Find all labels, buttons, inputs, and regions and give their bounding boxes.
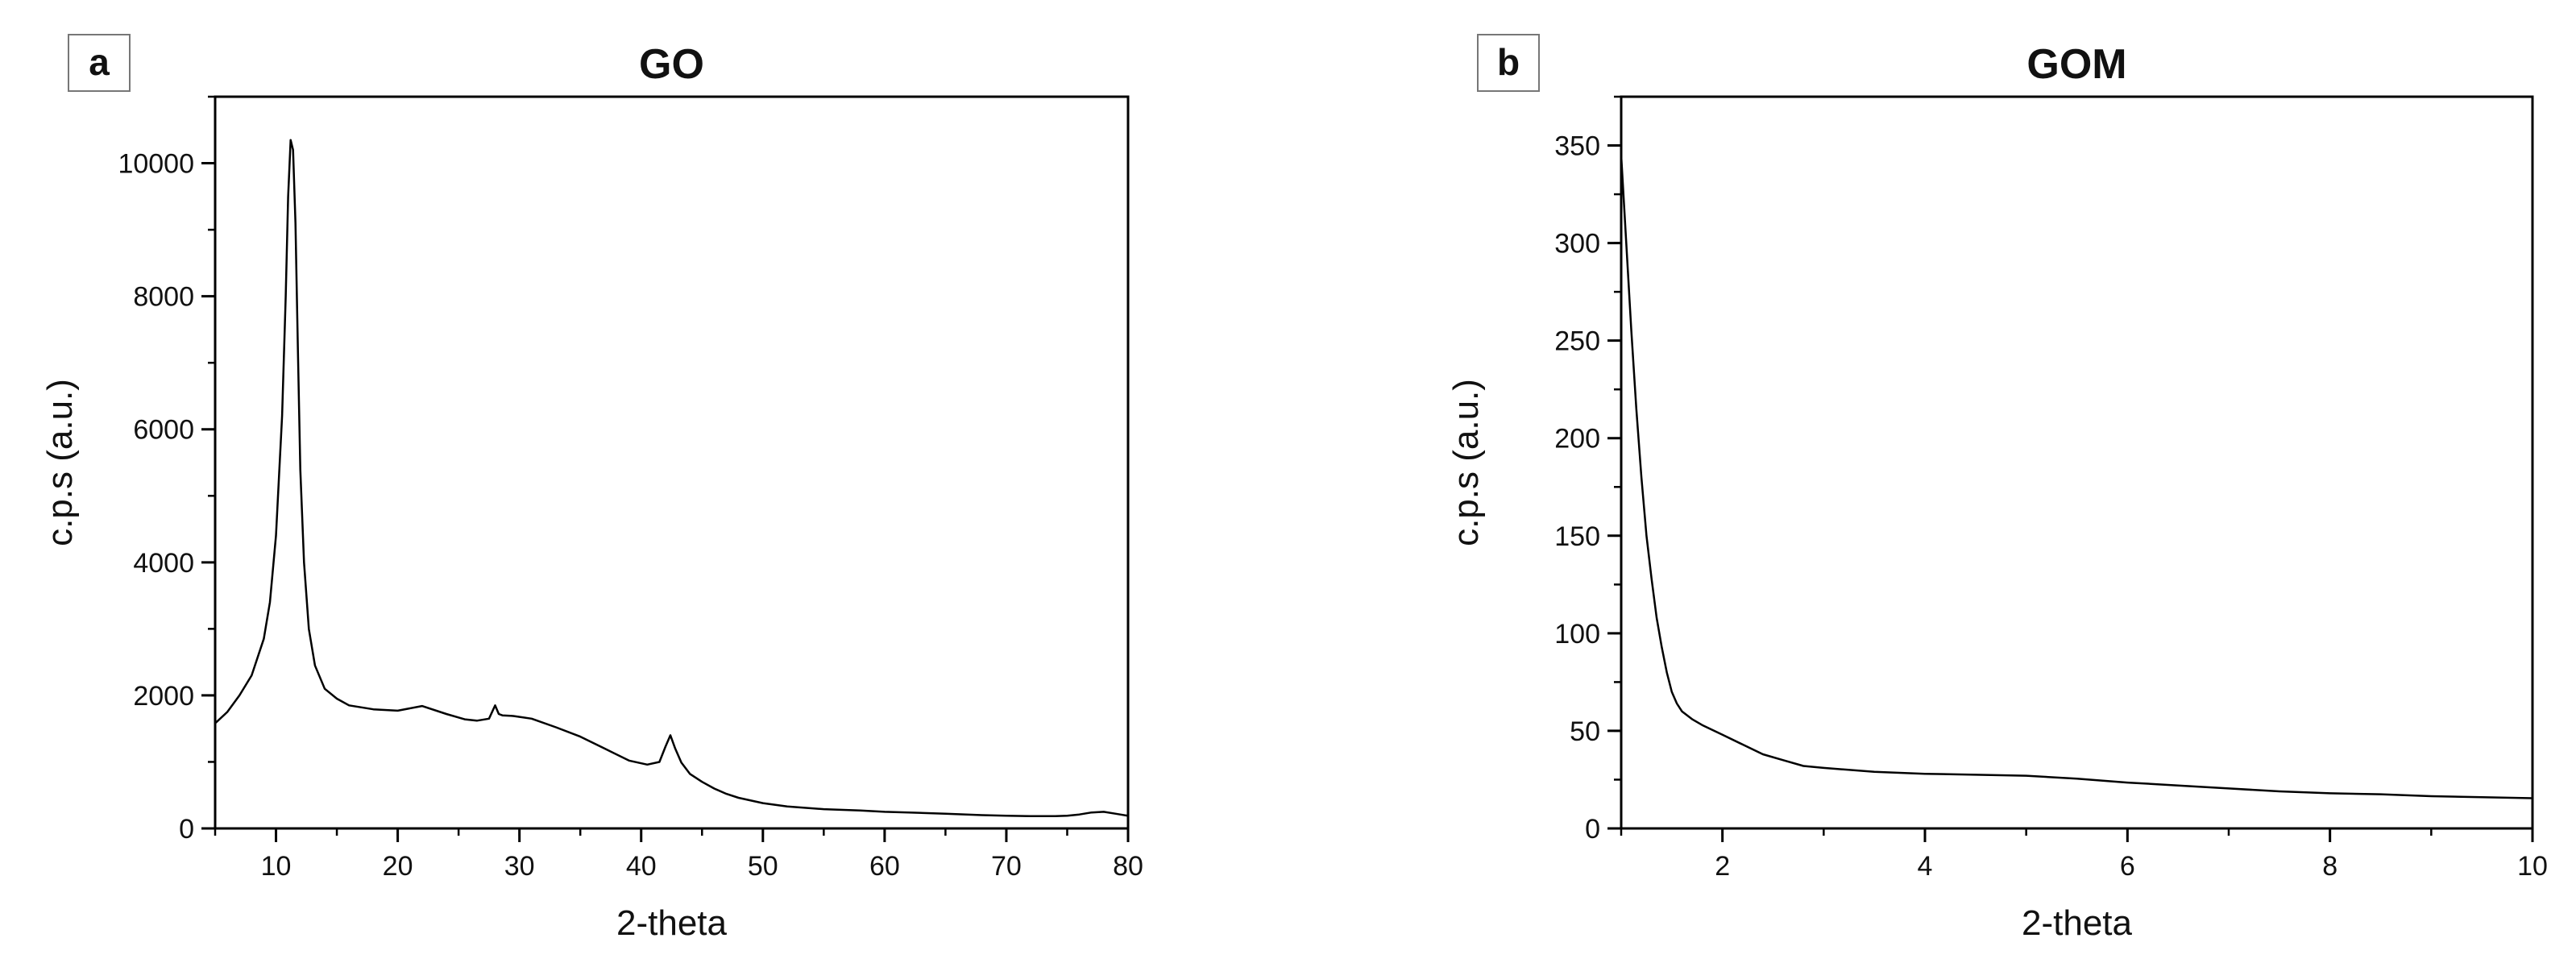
y-tick-label: 0 bbox=[179, 814, 194, 845]
plot-frame bbox=[1620, 95, 2534, 830]
chart-panel-a: a GO 10 20 30 40 50 60 70 80 0 2000 4000 6000 8000 100… bbox=[40, 34, 1143, 943]
chart-panel-b: b GOM 2 4 6 8 10 0 50 100 150 200 250 300 350 2-theta c… bbox=[1288, 0, 2576, 963]
y-tick-label: 6000 bbox=[133, 415, 194, 446]
panel-label-b: b bbox=[1477, 34, 1540, 92]
x-tick-label: 60 bbox=[869, 851, 900, 882]
y-tick-label: 350 bbox=[1554, 131, 1600, 162]
x-tick-label: 50 bbox=[748, 851, 778, 882]
plot-frame bbox=[214, 95, 1130, 830]
y-axis-label: c.p.s (a.u.) bbox=[40, 379, 80, 546]
series-line-0 bbox=[1620, 155, 2533, 799]
panel-label-a: a bbox=[68, 34, 131, 92]
x-axis-label: 2-theta bbox=[616, 903, 728, 943]
x-tick-label: 4 bbox=[1918, 851, 1933, 882]
x-tick-label: 8 bbox=[2322, 851, 2337, 882]
x-tick-label: 10 bbox=[261, 851, 292, 882]
y-tick-label: 250 bbox=[1554, 326, 1600, 357]
y-tick-label: 0 bbox=[1585, 814, 1600, 845]
x-tick-label: 6 bbox=[2120, 851, 2135, 882]
series-line-0 bbox=[214, 139, 1129, 817]
y-tick-label: 150 bbox=[1554, 521, 1600, 552]
x-tick-label: 70 bbox=[991, 851, 1022, 882]
y-tick-label: 4000 bbox=[133, 548, 194, 579]
y-tick-label: 8000 bbox=[133, 282, 194, 313]
x-tick-label: 40 bbox=[626, 851, 657, 882]
chart-title: GOM bbox=[2026, 41, 2126, 88]
y-tick-label: 50 bbox=[1570, 716, 1600, 747]
x-tick-label: 20 bbox=[383, 851, 413, 882]
x-tick-label: 80 bbox=[1113, 851, 1143, 882]
y-tick-label: 10000 bbox=[118, 149, 194, 180]
xrd-chart-go: GO 10 20 30 40 50 60 70 80 0 2000 4000 6000 8000 10000… bbox=[40, 41, 1143, 943]
y-tick-label: 2000 bbox=[133, 681, 194, 712]
x-tick-label: 30 bbox=[504, 851, 535, 882]
y-tick-label: 100 bbox=[1554, 619, 1600, 650]
x-axis-label: 2-theta bbox=[2022, 903, 2133, 943]
chart-title: GO bbox=[639, 41, 704, 88]
x-tick-label: 2 bbox=[1715, 851, 1730, 882]
x-tick-label: 10 bbox=[2517, 851, 2548, 882]
y-tick-label: 200 bbox=[1554, 424, 1600, 455]
y-axis-label: c.p.s (a.u.) bbox=[1446, 379, 1486, 546]
y-tick-label: 300 bbox=[1554, 229, 1600, 259]
